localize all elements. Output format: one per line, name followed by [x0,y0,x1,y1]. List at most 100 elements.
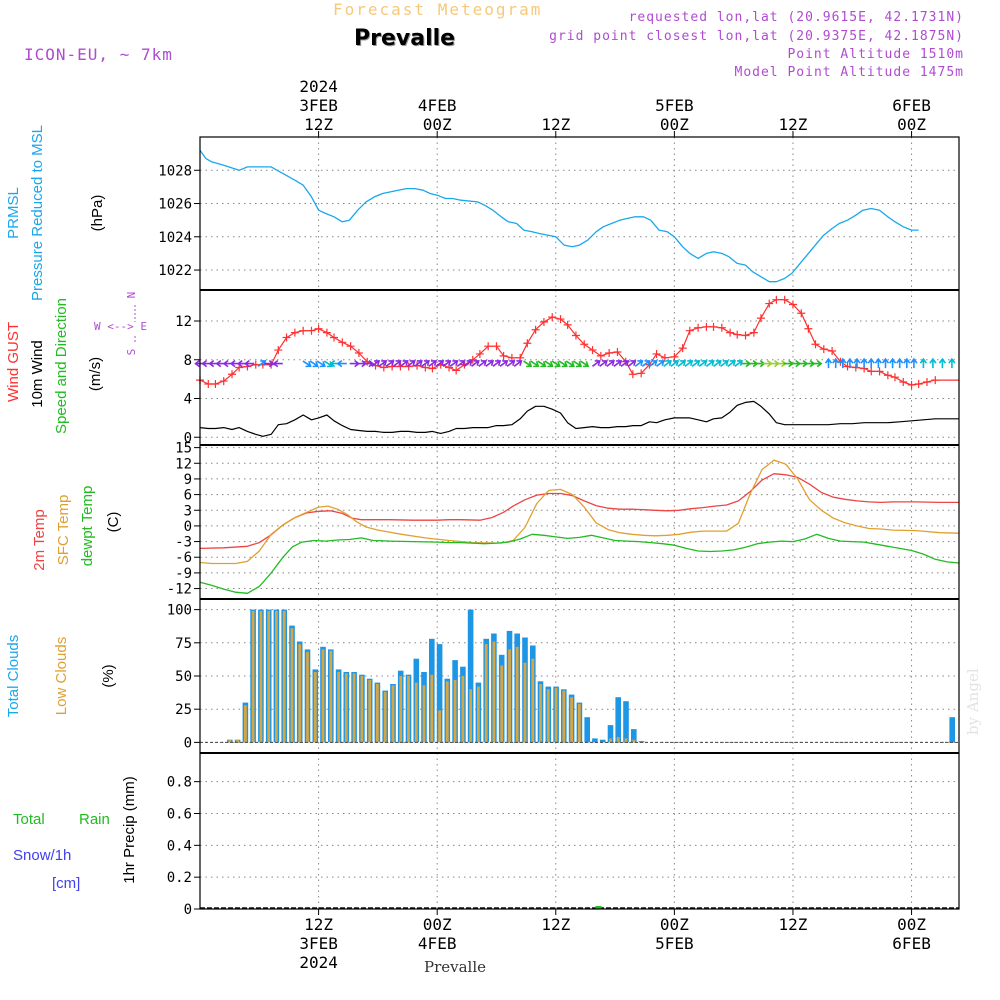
y-tick-label: 15 [175,441,192,457]
wind-direction-arrow [428,360,438,367]
wind-direction-arrow [634,360,644,367]
low-cloud-bar [313,672,317,743]
low-cloud-bar [508,649,511,743]
gust-marker [379,363,388,372]
panel-pressure: 1022 1024 1026 1028 [158,137,959,290]
wind-direction-arrow [613,360,623,367]
wind-unit: (m/s) [87,357,104,391]
bottom-tick-label: 00Z [660,915,689,934]
gust-marker [922,378,931,387]
low-cloud-bar [570,697,573,743]
pressure-line [199,149,919,283]
t2m-label: 2m Temp [31,509,48,570]
footer-location: Prevalle [424,958,487,976]
y-tick-label: 1026 [158,197,192,213]
requested-coords: requested lon,lat (20.9615E, 42.1731N) [628,10,964,25]
gust-marker [499,351,508,360]
gust-marker [749,328,758,337]
wind-direction-arrow [824,357,833,369]
wind-direction-arrow [513,360,523,367]
model-label: ICON-EU, ~ 7km [24,45,173,64]
gust-marker [717,323,726,332]
precip-legend-cm: [cm] [52,875,80,892]
low-cloud-bar [290,628,294,743]
low-cloud-bar [609,738,612,743]
precip-legend-rain: Rain [79,811,110,828]
low-cloud-bar [632,739,636,743]
gust-marker [596,351,605,360]
y-tick-label: 0.4 [167,838,192,854]
gust-marker [354,348,363,357]
total-cloud-bar [623,701,629,743]
y-tick-label: -3 [175,535,192,551]
precip-legend-total: Total [13,811,45,828]
y-tick-label: 3 [184,503,192,519]
total-cloud-bar [638,741,645,743]
y-tick-label: 6 [184,488,192,504]
low-cloud-bar [539,684,542,743]
wind-direction-arrow [272,359,283,368]
wind-direction-arrow [537,360,547,368]
wind-direction-arrow [336,359,347,368]
gust-marker [914,379,923,388]
model-point-altitude: Model Point Altitude 1475m [734,65,964,80]
gust-marker [819,345,828,354]
low-cloud-bar [578,703,581,743]
wind-direction-arrow [471,360,480,367]
gust-marker [228,370,237,379]
total-clouds-label: Total Clouds [5,635,22,718]
low-cloud-bar [267,610,271,743]
gust-marker [563,320,572,329]
y-tick-label: 12 [175,456,192,472]
low-cloud-bar [228,739,232,743]
wind-direction-arrow [919,357,928,369]
gust-marker [548,313,557,322]
wind-10m-label: 10m Wind [29,340,46,408]
wind-direction-arrow [641,360,651,367]
gust-marker [531,325,540,334]
gust-marker [660,353,669,362]
low-cloud-bar [546,689,550,743]
gust-marker [251,360,260,369]
gust-marker [628,370,637,379]
wind-direction-arrow [316,360,326,368]
gust-marker [741,331,750,340]
panel-clouds: 0 25 50 75 100 [167,599,959,753]
gust-marker [588,346,597,355]
wind-direction-arrow [449,360,459,367]
top-tick-label: 2024 [299,77,338,96]
wind-direction-arrow [910,357,918,369]
wind-direction-arrow [670,360,680,367]
y-tick-label: 8 [184,353,192,369]
gust-marker [890,373,899,382]
top-tick-label: 00Z [423,115,452,134]
gust-marker [290,328,299,337]
wind-direction-arrow [442,360,452,367]
bottom-tick-label: 3FEB [299,934,338,953]
gust-marker [539,317,548,326]
low-cloud-bar [438,710,441,743]
gust-marker [875,367,884,376]
gust-marker [556,315,565,324]
wind-direction-arrow [243,359,255,368]
low-cloud-bar [306,652,309,743]
low-cloud-bar [368,680,372,743]
y-tick-label: 50 [175,669,192,685]
bottom-tick-label: 00Z [423,915,452,934]
watermark: by Angel [964,668,982,735]
wind-direction-arrow [492,360,502,367]
gust-marker [330,333,339,342]
wind-direction-arrow [648,360,658,367]
gust-marker [811,340,820,349]
gust-marker [678,344,687,353]
y-tick-label: 0 [184,430,192,446]
precip-bar [595,906,602,909]
wind-direction-arrow [620,360,630,367]
temp-unit: (C) [105,512,122,533]
low-cloud-bar [376,684,379,743]
top-tick-label: 6FEB [892,96,931,115]
low-cloud-bar [337,672,340,743]
top-tick-label: 00Z [660,115,689,134]
wind-direction-arrow [656,360,665,367]
wind-direction-arrow [691,360,701,367]
